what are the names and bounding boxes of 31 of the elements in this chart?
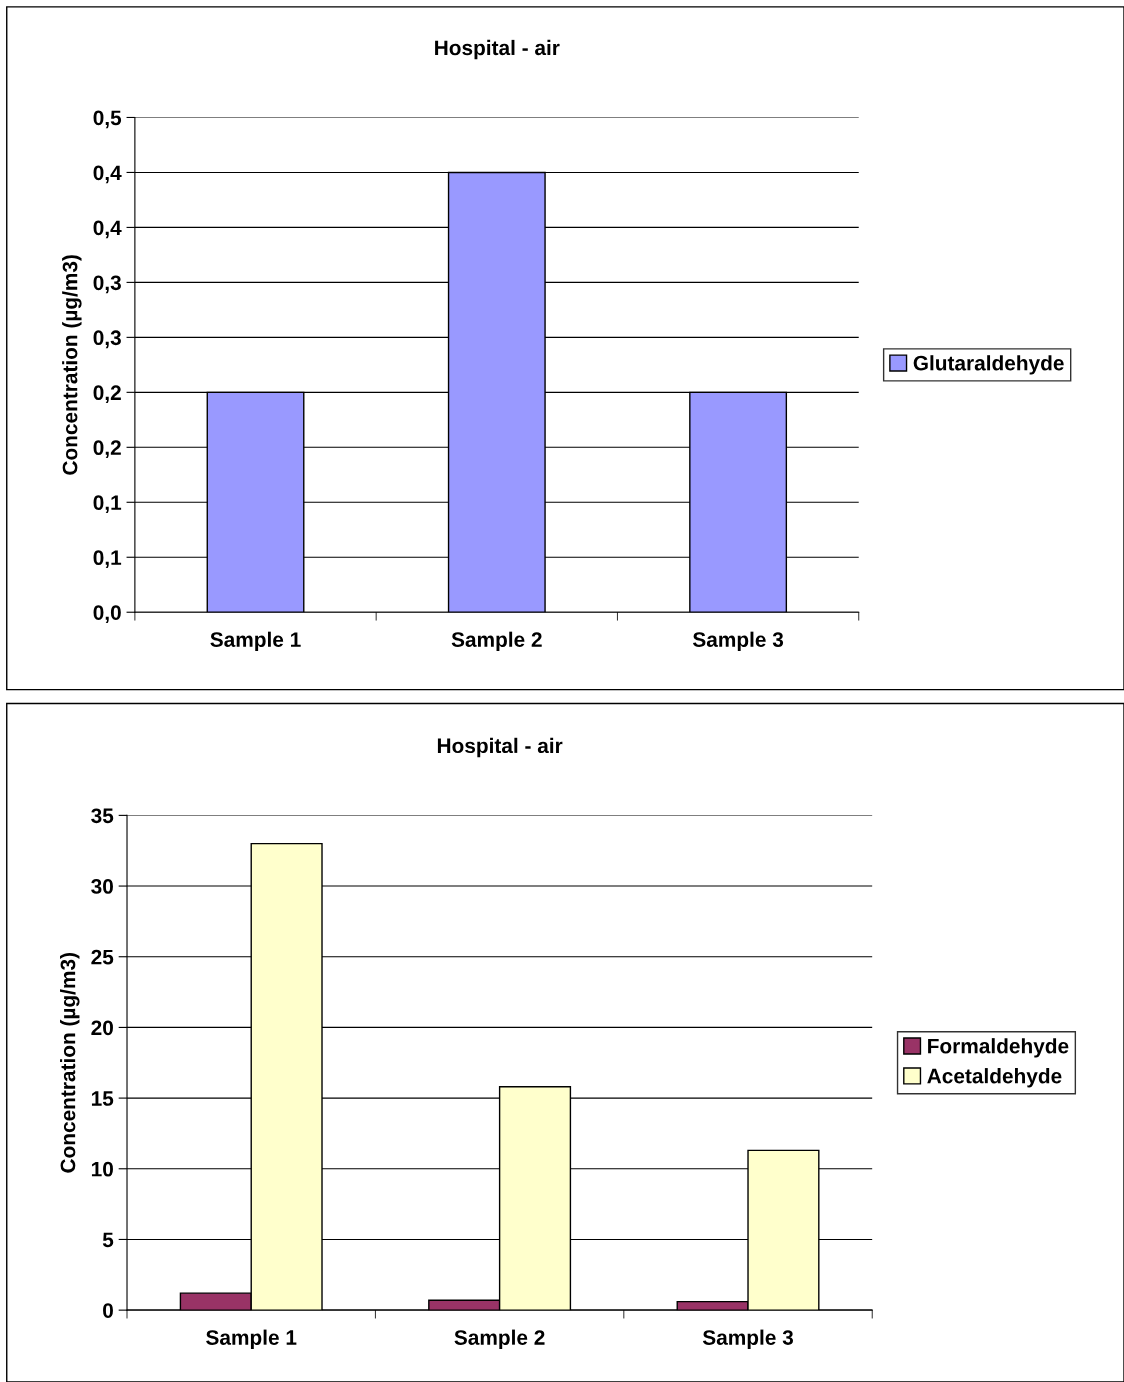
- y-tick-label: 0,2: [93, 440, 121, 459]
- chart-title: Hospital - air: [435, 39, 560, 60]
- y-tick-label: 0,3: [93, 330, 121, 349]
- y-tick-label: 0: [103, 1303, 113, 1318]
- y-tick-label: 0,1: [93, 495, 122, 514]
- y-tick-label: 0,4: [93, 165, 122, 184]
- x-tick-label: Sample 2: [451, 631, 542, 652]
- legend-label: Formaldehyde: [928, 1038, 1069, 1058]
- y-tick-label: 0,5: [93, 110, 122, 129]
- y-tick-label: 0,4: [93, 220, 122, 239]
- y-axis-title: Concentration (µg/m3): [62, 255, 82, 475]
- y-tick-label: 5: [102, 1232, 114, 1248]
- x-tick-label: Sample 3: [692, 631, 784, 652]
- y-tick-label: 35: [91, 808, 114, 824]
- legend-label: Acetaldehyde: [927, 1068, 1062, 1088]
- x-tick-label: Sample 1: [210, 631, 301, 652]
- x-tick-label: Sample 2: [454, 1329, 545, 1349]
- y-tick-label: 20: [91, 1020, 113, 1036]
- x-tick-label: Sample 3: [702, 1329, 794, 1349]
- y-tick-label: 0,0: [93, 605, 121, 623]
- y-tick-label: 0,2: [93, 385, 121, 404]
- x-tick-label: Sample 1: [206, 1329, 297, 1349]
- y-axis-title: Concentration (µg/m3): [60, 953, 80, 1173]
- chart-title: Hospital - air: [437, 737, 563, 758]
- y-tick-label: 15: [91, 1091, 114, 1106]
- legend-label: Glutaraldehyde: [913, 355, 1064, 375]
- y-tick-label: 30: [91, 879, 113, 894]
- y-tick-label: 0,1: [93, 550, 122, 569]
- y-tick-label: 10: [91, 1161, 113, 1177]
- y-tick-label: 0,3: [93, 275, 121, 294]
- y-tick-label: 25: [91, 949, 114, 965]
